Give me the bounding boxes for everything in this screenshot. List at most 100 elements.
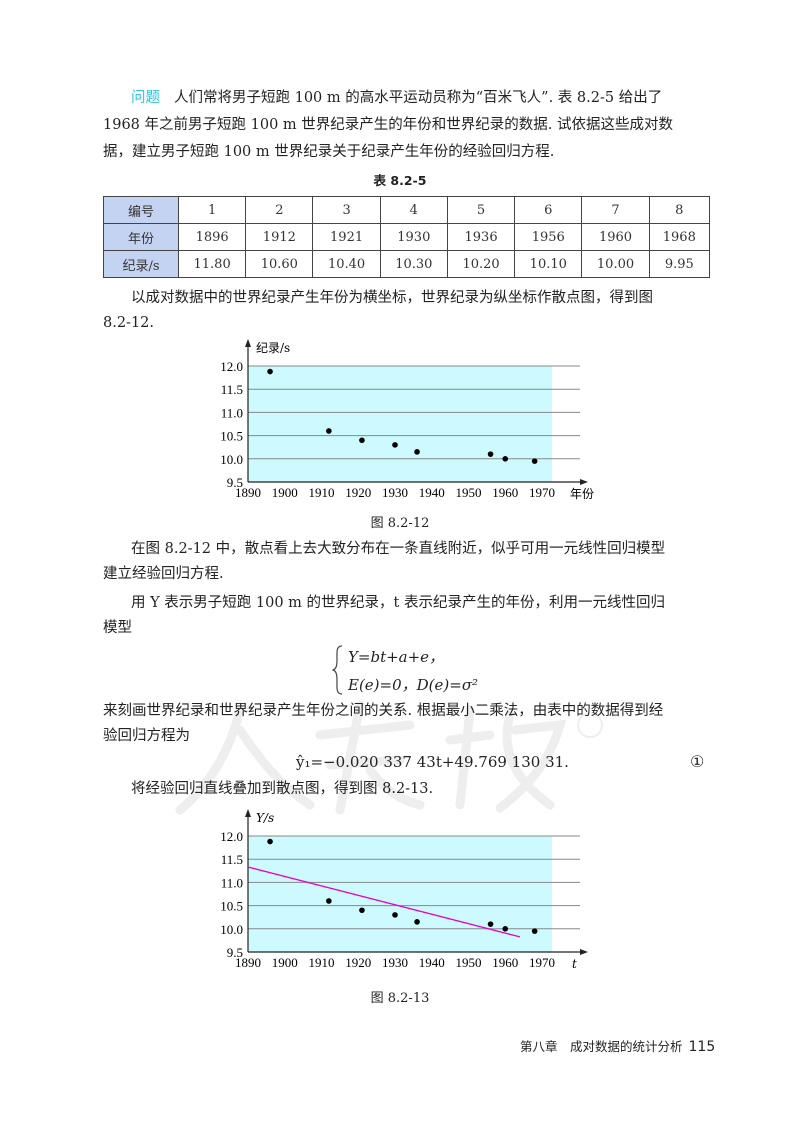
x-tick-label: 1970 bbox=[529, 485, 555, 500]
table-cell: 1960 bbox=[581, 223, 650, 251]
x-axis-label: t bbox=[572, 957, 577, 971]
plot-background bbox=[248, 836, 552, 952]
y-axis-label: Y/s bbox=[256, 811, 274, 825]
y-tick-label: 12.0 bbox=[220, 829, 243, 844]
table-row: 纪录/s 11.80 10.60 10.40 10.30 10.20 10.10 10.00 9… bbox=[103, 250, 711, 278]
data-point bbox=[326, 428, 332, 434]
regression-line bbox=[247, 866, 521, 938]
table-cell: 6 bbox=[514, 196, 583, 224]
x-tick-label: 1940 bbox=[419, 485, 445, 500]
scatter-chart-1: 9.5 10.0 10.5 11.0 11.5 12.0 1890 1900 1910 1920 1… bbox=[220, 339, 594, 501]
data-point bbox=[392, 912, 398, 918]
data-point bbox=[359, 907, 365, 914]
paragraph: 用 Y 表示男子短跑 100 m 的世界纪录，t 表示纪录产生的年份，利用一元线… bbox=[131, 595, 665, 611]
table-cell: 2 bbox=[245, 196, 314, 224]
y-tick-label: 10.0 bbox=[220, 922, 243, 937]
data-point bbox=[414, 919, 420, 925]
row-header: 纪录/s bbox=[103, 250, 179, 278]
x-tick-label: 1960 bbox=[492, 485, 518, 500]
table-cell: 3 bbox=[312, 196, 381, 224]
page-number: 115 bbox=[688, 1039, 716, 1055]
x-tick-label: 1950 bbox=[456, 485, 482, 500]
x-tick-label: 1910 bbox=[309, 485, 335, 500]
data-point bbox=[531, 928, 538, 934]
y-axis-arrow-icon bbox=[245, 809, 251, 817]
regression-equation: ŷ₁=−0.020 337 43t+49.769 130 31. bbox=[296, 753, 569, 771]
x-axis-arrow-icon bbox=[580, 949, 588, 955]
table-cell: 10.20 bbox=[446, 250, 516, 278]
x-tick-label: 1920 bbox=[345, 955, 371, 970]
table-cell: 1921 bbox=[312, 223, 381, 251]
x-tick-label: 1930 bbox=[382, 485, 408, 500]
model-condition: E(e)=0，D(e)=σ² bbox=[348, 676, 479, 694]
table-cell: 1 bbox=[177, 196, 247, 224]
paragraph: 来刻画世界纪录和世界纪录产生年份之间的关系. 根据最小二乘法，由表中的数据得到经 bbox=[103, 703, 664, 719]
y-tick-label: 12.0 bbox=[220, 359, 243, 374]
y-tick-label: 10.0 bbox=[220, 452, 243, 467]
plot-background bbox=[248, 366, 552, 482]
x-axis-label: 年份 bbox=[570, 487, 594, 501]
x-tick-label: 1910 bbox=[309, 955, 335, 970]
table-row: 年份 1896 1912 1921 1930 1936 1956 1960 1968 bbox=[103, 223, 711, 251]
data-point bbox=[326, 898, 332, 904]
paragraph: 模型 bbox=[103, 620, 132, 636]
table-caption: 表 8.2-5 bbox=[373, 173, 427, 188]
x-tick-label: 1900 bbox=[272, 485, 298, 500]
watermark-logo bbox=[175, 700, 603, 815]
table-cell: 10.40 bbox=[312, 250, 381, 278]
table-cell: 1912 bbox=[245, 223, 314, 251]
x-tick-label: 1890 bbox=[235, 485, 261, 500]
paragraph: 在图 8.2-12 中，散点看上去大致分布在一条直线附近，似乎可用一元线性回归模… bbox=[131, 541, 666, 557]
table-cell: 1936 bbox=[446, 223, 516, 251]
data-point bbox=[267, 838, 273, 845]
paragraph: 8.2-12. bbox=[103, 315, 155, 331]
brace-symbol bbox=[332, 645, 343, 695]
paragraph: 验回归方程为 bbox=[103, 728, 190, 744]
data-point bbox=[487, 451, 494, 457]
table-cell: 1896 bbox=[177, 223, 247, 251]
model-equation: Y=bt+a+e， bbox=[348, 648, 445, 666]
data-point bbox=[487, 921, 494, 927]
page-footer: 第八章 成对数据的统计分析 115 bbox=[520, 1036, 715, 1055]
x-tick-label: 1930 bbox=[382, 955, 408, 970]
table-cell: 8 bbox=[648, 196, 711, 224]
equation-number: ① bbox=[690, 752, 705, 771]
x-tick-label: 1970 bbox=[529, 955, 555, 970]
data-point bbox=[502, 456, 509, 462]
data-table: 编号 1 2 3 4 5 6 7 8 年份 1896 1912 1921 1930 1936 1956 1960… bbox=[103, 196, 711, 278]
figure-caption: 图 8.2-12 bbox=[370, 516, 430, 531]
row-header: 编号 bbox=[103, 196, 179, 224]
table-cell: 1956 bbox=[514, 223, 583, 251]
y-axis-label: 纪录/s bbox=[256, 341, 290, 355]
table-row: 编号 1 2 3 4 5 6 7 8 bbox=[103, 196, 711, 224]
data-point bbox=[414, 449, 420, 455]
table-cell: 9.95 bbox=[648, 250, 711, 278]
data-point bbox=[359, 437, 365, 444]
x-tick-label: 1920 bbox=[345, 485, 371, 500]
table-cell: 10.00 bbox=[581, 250, 650, 278]
y-tick-label: 11.0 bbox=[221, 405, 243, 420]
y-tick-label: 10.5 bbox=[220, 899, 243, 914]
y-tick-label: 11.5 bbox=[221, 382, 243, 397]
y-tick-label: 10.5 bbox=[220, 429, 243, 444]
x-tick-label: 1940 bbox=[419, 955, 445, 970]
y-tick-label: 9.5 bbox=[227, 945, 243, 960]
table-cell: 10.10 bbox=[514, 250, 583, 278]
problem-text: 人们常将男子短跑 100 m 的高水平运动员称为“百米飞人”. 表 8.2-5 … bbox=[174, 90, 663, 106]
paragraph: 将经验回归直线叠加到散点图，得到图 8.2-13. bbox=[131, 781, 434, 797]
data-point bbox=[267, 368, 273, 375]
table-cell: 10.30 bbox=[379, 250, 448, 278]
y-tick-label: 11.0 bbox=[221, 875, 243, 890]
table-cell: 5 bbox=[446, 196, 516, 224]
table-cell: 4 bbox=[379, 196, 448, 224]
x-tick-label: 1890 bbox=[235, 955, 261, 970]
y-tick-label: 11.5 bbox=[221, 852, 243, 867]
table-cell: 10.60 bbox=[245, 250, 314, 278]
paragraph: 以成对数据中的世界纪录产生年份为横坐标，世界纪录为纵坐标作散点图，得到图 bbox=[131, 290, 653, 306]
table-cell: 1930 bbox=[379, 223, 448, 251]
chapter-title: 第八章 成对数据的统计分析 bbox=[520, 1039, 683, 1054]
problem-line: 问题 人们常将男子短跑 100 m 的高水平运动员称为“百米飞人”. 表 8.2-… bbox=[131, 86, 741, 110]
y-axis-arrow-icon bbox=[245, 339, 251, 347]
x-tick-label: 1960 bbox=[492, 955, 518, 970]
table-cell: 1968 bbox=[648, 223, 711, 251]
